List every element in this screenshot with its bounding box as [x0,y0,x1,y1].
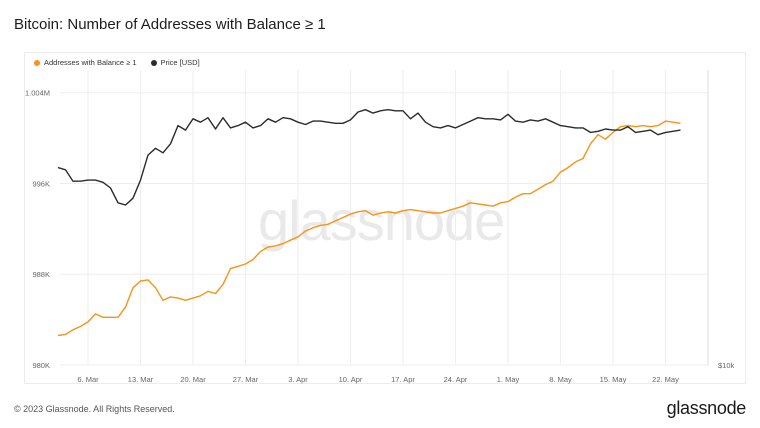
axis-layer: 980K 988K 996K 1.004M 6. Mar 13. Mar 20. Mar 27… [25,70,735,384]
y-tick-label: 988K [32,270,50,279]
y-tick-label: 980K [32,361,50,370]
x-tick-label: 3. Apr [288,375,308,384]
x-tick-label: 22. May [652,375,679,384]
x-tick-label: 20. Mar [180,375,206,384]
y-tick-label: 1.004M [25,89,50,98]
chart-legend: Addresses with Balance ≥ 1 Price [USD] [34,58,200,67]
chart-frame [24,52,746,384]
legend-item-price[interactable]: Price [USD] [150,58,200,67]
x-tick-label: 24. Apr [444,375,468,384]
x-tick-label: 27. Mar [233,375,259,384]
series-line-price [57,108,681,206]
chart-title: Bitcoin: Number of Addresses with Balanc… [14,16,326,33]
y-right-tick-label: $10k [718,361,735,370]
x-tick-label: 10. Apr [339,375,363,384]
legend-label-addresses: Addresses with Balance ≥ 1 [44,58,137,67]
footer-logo[interactable]: glassnode [666,398,747,418]
legend-item-addresses[interactable]: Addresses with Balance ≥ 1 [34,58,137,67]
series-line-addresses [57,120,681,337]
legend-dot-addresses [34,59,40,66]
series-layer [57,108,681,337]
x-tick-label: 13. Mar [128,375,154,384]
legend-label-price: Price [USD] [160,58,200,67]
y-tick-label: 996K [32,179,50,188]
x-tick-label: 15. May [600,375,627,384]
x-tick-label: 6. Mar [77,375,99,384]
x-tick-label: 1. May [497,375,520,384]
legend-dot-price [150,59,157,66]
x-tick-label: 17. Apr [391,375,415,384]
x-tick-label: 8. May [549,375,572,384]
footer-copyright: © 2023 Glassnode. All Rights Reserved. [14,404,175,414]
grid-layer [60,70,708,366]
